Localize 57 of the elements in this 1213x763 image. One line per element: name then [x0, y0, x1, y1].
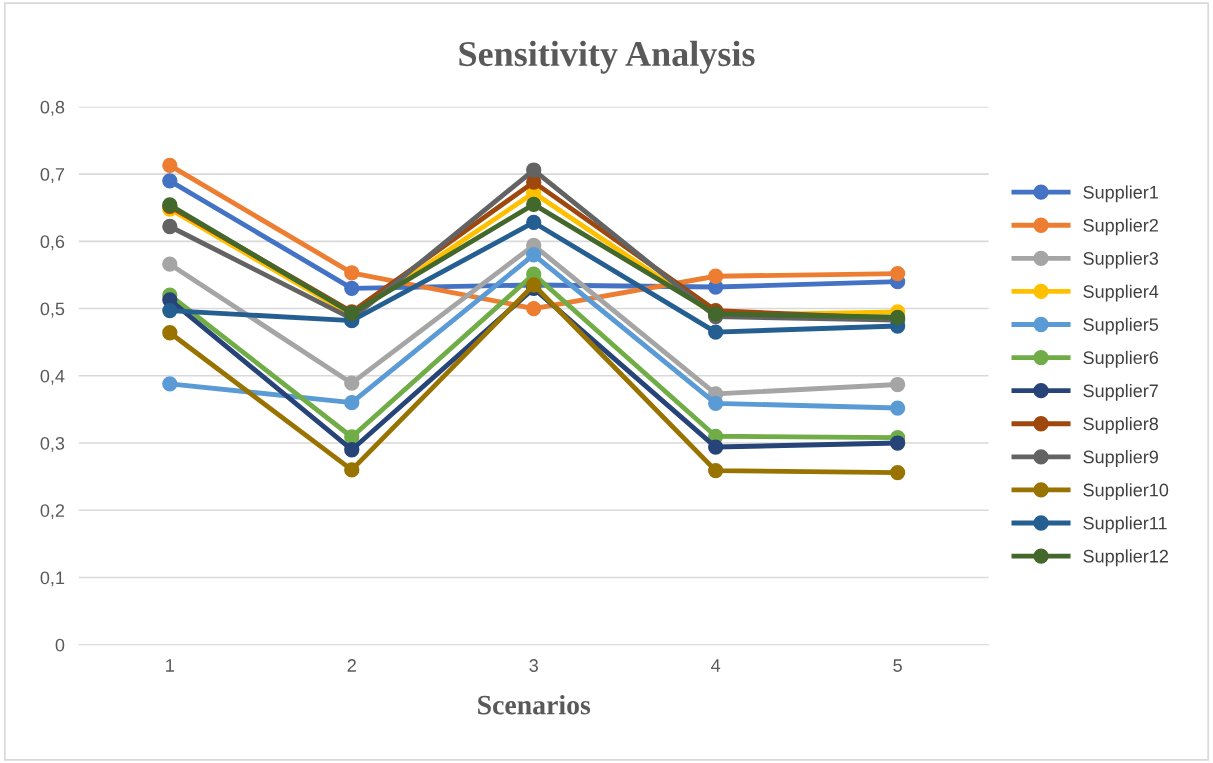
- y-tick-label: 0,2: [40, 504, 65, 520]
- point: [344, 462, 360, 478]
- point: [162, 157, 178, 173]
- chart-title: Sensitivity Analysis: [459, 40, 755, 74]
- point: [708, 268, 724, 284]
- point: [889, 400, 906, 416]
- legend-label: Supplier8: [1083, 416, 1159, 434]
- legend-label: Supplier1: [1083, 185, 1158, 203]
- y-tick-label: 0,3: [40, 436, 65, 452]
- point: [889, 435, 906, 451]
- point: [162, 173, 178, 189]
- point: [526, 162, 542, 178]
- x-tick-label: 1: [166, 659, 174, 672]
- x-tick-label: 2: [347, 659, 356, 672]
- legend-label: Supplier11: [1083, 516, 1167, 534]
- y-tick-label: 0,4: [40, 369, 65, 385]
- point: [708, 324, 724, 340]
- point: [344, 395, 360, 411]
- point: [708, 439, 724, 455]
- point: [526, 196, 542, 212]
- legend-label: Supplier12: [1083, 549, 1168, 567]
- legend-label: Supplier9: [1083, 450, 1158, 467]
- point: [344, 375, 360, 391]
- x-tick-label: 4: [711, 659, 721, 672]
- y-tick-label: 0,5: [40, 302, 65, 318]
- x-axis-title: Scenarios: [478, 694, 591, 715]
- legend-label: Supplier4: [1083, 284, 1159, 302]
- point: [162, 325, 178, 341]
- point: [708, 462, 724, 479]
- point: [344, 429, 360, 445]
- point: [889, 376, 906, 393]
- point: [162, 302, 178, 319]
- y-tick-label: 0,7: [40, 167, 65, 183]
- legend-label: Supplier3: [1083, 251, 1159, 269]
- point: [162, 376, 178, 392]
- legend-label: Supplier5: [1083, 317, 1159, 335]
- y-tick-label: 0,6: [40, 235, 65, 251]
- point: [889, 265, 906, 282]
- y-tick-label: 0,1: [40, 571, 65, 587]
- legend-label: Supplier7: [1083, 383, 1158, 401]
- legend-label: Supplier2: [1083, 218, 1158, 236]
- point: [344, 265, 360, 281]
- y-tick-label: 0,8: [40, 100, 65, 116]
- point: [708, 395, 724, 411]
- point: [344, 442, 360, 458]
- x-tick-label: 3: [529, 659, 538, 672]
- point: [889, 464, 906, 481]
- point: [162, 218, 178, 235]
- legend-label: Supplier10: [1083, 483, 1169, 500]
- point: [162, 256, 178, 272]
- point: [526, 247, 542, 263]
- point: [526, 300, 542, 317]
- point: [526, 214, 542, 231]
- x-tick-label: 5: [893, 659, 902, 672]
- legend-label: Supplier6: [1083, 350, 1159, 368]
- point: [344, 280, 360, 297]
- y-tick-label: 0: [55, 638, 65, 652]
